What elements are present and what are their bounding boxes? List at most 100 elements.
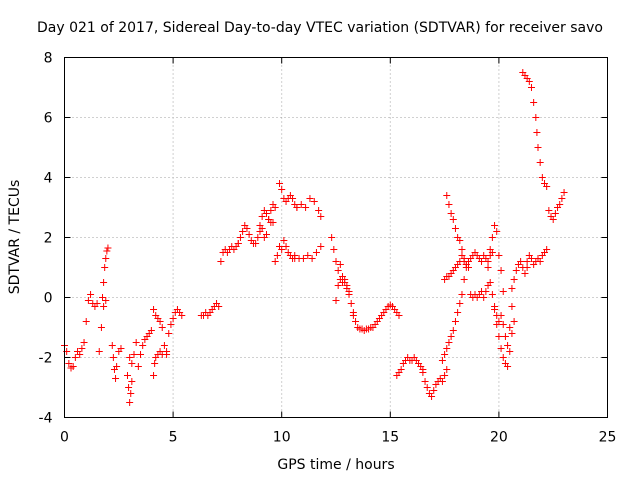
data-point: [451, 318, 459, 325]
data-point: [71, 354, 79, 361]
tick-labels: 0 5 10 15 20 25 -4 -2 0 2 4 6 8: [39, 51, 617, 446]
series-track-f: [123, 372, 136, 406]
data-point: [458, 246, 466, 253]
data-point: [523, 258, 531, 265]
data-point: [491, 222, 499, 229]
data-point: [449, 327, 457, 334]
series-track-r: [276, 180, 301, 211]
series-track-ag: [491, 303, 516, 349]
data-point: [525, 78, 533, 85]
data-point: [236, 234, 244, 241]
data-point: [493, 228, 501, 235]
data-point: [215, 303, 223, 310]
data-point: [65, 360, 73, 367]
data-point: [273, 252, 281, 259]
data-point: [423, 384, 431, 391]
data-point: [69, 363, 77, 370]
data-point: [84, 297, 92, 304]
data-point: [158, 324, 166, 331]
data-point: [456, 300, 464, 307]
data-point: [163, 348, 171, 355]
y-tick-label: 0: [44, 291, 53, 307]
data-point: [80, 339, 88, 346]
series-track-ah: [508, 258, 531, 292]
data-point: [252, 240, 260, 247]
data-point: [419, 369, 427, 376]
data-point: [506, 348, 514, 355]
data-point: [543, 246, 551, 253]
data-point: [545, 207, 553, 214]
data-point: [128, 378, 136, 385]
data-point: [109, 354, 117, 361]
data-point: [310, 198, 318, 205]
series-track-l: [217, 240, 242, 265]
data-point: [276, 180, 284, 187]
data-point: [527, 84, 535, 91]
data-point: [217, 258, 225, 265]
data-point: [76, 351, 84, 358]
data-point: [332, 258, 340, 265]
data-point: [132, 339, 140, 346]
data-point: [151, 360, 159, 367]
data-point: [486, 279, 494, 286]
data-point: [112, 375, 120, 382]
data-point: [99, 294, 107, 301]
data-point: [558, 195, 566, 202]
data-point: [306, 195, 314, 202]
data-point: [447, 210, 455, 217]
data-point: [499, 288, 507, 295]
series-track-ai: [523, 246, 551, 268]
y-tick-label: 8: [44, 51, 53, 67]
series-track-o: [256, 201, 279, 241]
data-point: [315, 207, 323, 214]
series-track-s: [293, 195, 325, 220]
data-point: [150, 372, 158, 379]
data-point: [421, 378, 429, 385]
series-track-w: [375, 301, 403, 322]
y-tick-label: -2: [39, 351, 53, 367]
data-point: [167, 321, 175, 328]
data-point: [101, 264, 109, 271]
data-point: [262, 231, 270, 238]
data-point: [293, 204, 301, 211]
data-point: [534, 144, 542, 151]
data-point: [308, 255, 316, 262]
data-point: [349, 312, 357, 319]
data-point: [549, 216, 557, 223]
y-tick-label: 2: [44, 231, 53, 247]
data-point: [262, 210, 270, 217]
data-points: [61, 69, 568, 406]
y-tick-label: 4: [44, 171, 53, 187]
data-point: [504, 342, 512, 349]
data-point: [508, 303, 516, 310]
data-point: [345, 291, 353, 298]
data-point: [234, 240, 242, 247]
series-track-x: [393, 354, 427, 379]
data-point: [150, 306, 158, 313]
data-point: [139, 342, 147, 349]
y-tick-label: -4: [39, 411, 53, 427]
data-point: [258, 213, 266, 220]
data-point: [484, 258, 492, 265]
grid: [64, 57, 608, 418]
data-point: [480, 294, 488, 301]
data-point: [438, 378, 446, 385]
data-point: [291, 252, 299, 259]
data-point: [87, 291, 95, 298]
axis-ticks: [64, 57, 608, 418]
data-point: [113, 363, 121, 370]
series-track-h: [150, 348, 166, 379]
series-track-v: [349, 312, 381, 334]
data-point: [488, 234, 496, 241]
data-point: [491, 303, 499, 310]
data-point: [497, 312, 505, 319]
x-tick-label: 15: [381, 430, 399, 446]
data-point: [428, 393, 436, 400]
x-tick-label: 5: [169, 430, 178, 446]
data-point: [449, 216, 457, 223]
data-point: [160, 342, 168, 349]
data-point: [125, 384, 133, 391]
data-point: [108, 342, 116, 349]
data-point: [556, 201, 564, 208]
data-point: [271, 204, 279, 211]
